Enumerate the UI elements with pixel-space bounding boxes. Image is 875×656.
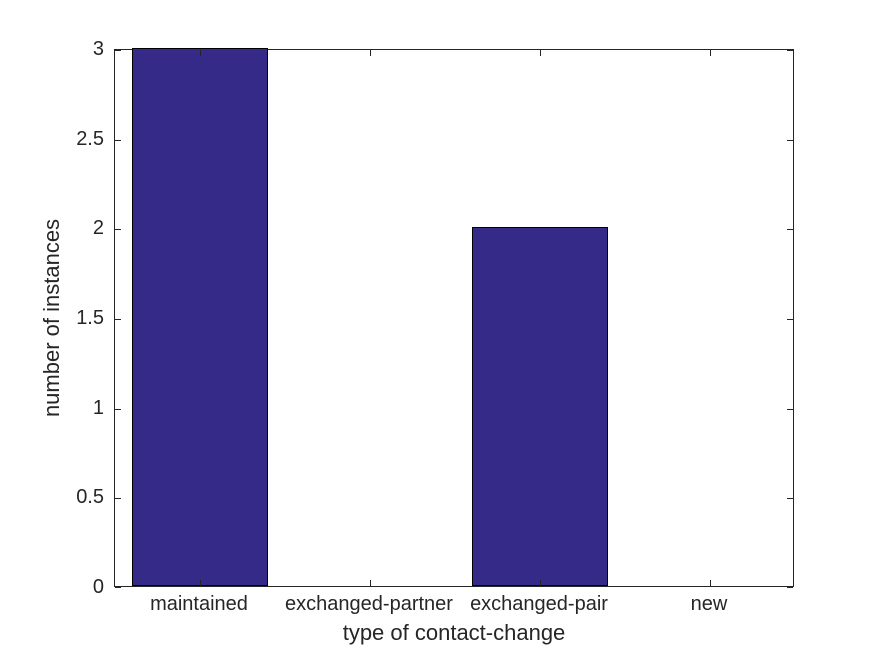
y-tick-label: 0 (92, 576, 104, 598)
y-tick-mark (787, 319, 793, 320)
y-tick-label: 2 (92, 217, 104, 239)
x-tick-label: exchanged-partner (285, 593, 453, 615)
x-tick-mark (200, 50, 201, 56)
y-tick-mark (787, 587, 793, 588)
x-tick-mark (710, 580, 711, 586)
y-tick-label: 1.5 (76, 307, 104, 329)
y-tick-mark (115, 229, 121, 230)
x-tick-mark (540, 50, 541, 56)
y-tick-mark (787, 140, 793, 141)
x-tick-mark (200, 580, 201, 586)
plot-area (114, 48, 794, 588)
y-tick-label: 3 (92, 38, 104, 60)
y-tick-mark (115, 498, 121, 499)
bar-maintained (132, 48, 268, 586)
y-tick-label: 0.5 (76, 486, 104, 508)
y-tick-mark (787, 229, 793, 230)
x-axis-label: type of contact-change (342, 620, 566, 645)
x-tick-mark (710, 50, 711, 56)
bar-exchanged-pair (472, 227, 608, 586)
y-tick-mark (115, 409, 121, 410)
y-tick-label: 1 (92, 397, 104, 419)
x-tick-label: new (690, 593, 728, 615)
y-tick-mark (115, 587, 121, 588)
y-tick-mark (787, 50, 793, 51)
y-tick-mark (115, 50, 121, 51)
x-tick-mark (370, 580, 371, 586)
plot-inner (115, 48, 793, 588)
x-tick-label: exchanged-pair (470, 593, 608, 615)
x-tick-label: maintained (150, 593, 248, 615)
y-tick-mark (787, 409, 793, 410)
x-tick-mark (540, 580, 541, 586)
x-tick-mark (370, 50, 371, 56)
y-tick-mark (115, 319, 121, 320)
y-tick-mark (115, 140, 121, 141)
y-tick-label: 2.5 (76, 128, 104, 150)
y-tick-mark (787, 498, 793, 499)
